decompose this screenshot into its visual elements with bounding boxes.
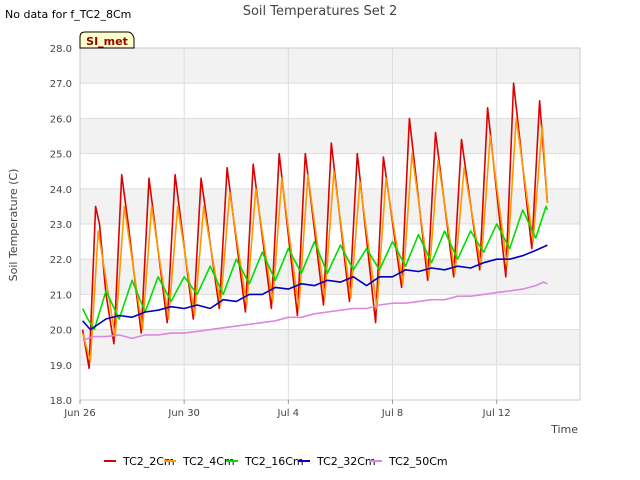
x-tick-label: Jul 8 xyxy=(381,408,404,419)
y-tick-label: 28.0 xyxy=(50,44,72,55)
plot-band xyxy=(80,364,580,400)
series-lines xyxy=(81,82,549,370)
y-tick-label: 24.0 xyxy=(50,185,72,196)
y-tick-label: 25.0 xyxy=(50,150,72,161)
y-tick-label: 21.0 xyxy=(50,290,72,301)
legend-label: TC2_2Cm xyxy=(122,455,175,468)
no-data-note: No data for f_TC2_8Cm xyxy=(5,8,131,21)
y-axis-label: Soil Temperature (C) xyxy=(7,169,20,282)
x-axis-label: Time xyxy=(550,423,578,436)
legend-label: TC2_50Cm xyxy=(388,455,448,468)
y-tick-label: 23.0 xyxy=(50,220,72,231)
series-line-tc2-2cm xyxy=(81,82,549,370)
y-tick-label: 19.0 xyxy=(50,361,72,372)
x-axis-ticks: Jun 26 Jun 30 Jul 4 Jul 8 Jul 12 xyxy=(63,400,511,419)
chart-title: Soil Temperatures Set 2 xyxy=(243,4,398,19)
y-tick-label: 27.0 xyxy=(50,79,72,90)
series-line-tc2-4cm xyxy=(81,117,549,363)
badge-label: SI_met xyxy=(86,35,128,48)
x-tick-label: Jun 26 xyxy=(63,408,96,419)
x-tick-label: Jul 12 xyxy=(482,408,511,419)
plot-band xyxy=(80,48,580,84)
y-tick-label: 20.0 xyxy=(50,326,72,337)
legend-label: TC2_32Cm xyxy=(316,455,376,468)
plot-band xyxy=(80,83,580,119)
plot-band xyxy=(80,118,580,154)
legend-label: TC2_16Cm xyxy=(244,455,304,468)
y-tick-label: 26.0 xyxy=(50,114,72,125)
series-line-tc2-50cm xyxy=(82,281,548,341)
y-tick-label: 22.0 xyxy=(50,255,72,266)
si-met-badge: SI_met xyxy=(79,31,135,49)
y-tick-label: 18.0 xyxy=(50,396,72,407)
legend-label: TC2_4Cm xyxy=(182,455,235,468)
legend: TC2_2Cm TC2_4Cm TC2_16Cm TC2_32Cm TC2_50Cm xyxy=(104,455,448,468)
series-line-tc2-32cm xyxy=(82,244,548,331)
y-axis-ticks: 18.0 19.0 20.0 21.0 22.0 23.0 24.0 25.0 26.0 27.0… xyxy=(50,44,72,407)
badge-shape xyxy=(79,31,135,49)
series-line-tc2-16cm xyxy=(81,205,549,331)
plot-frame xyxy=(79,47,581,401)
x-tick-label: Jun 30 xyxy=(167,408,200,419)
x-tick-label: Jul 4 xyxy=(277,408,300,419)
